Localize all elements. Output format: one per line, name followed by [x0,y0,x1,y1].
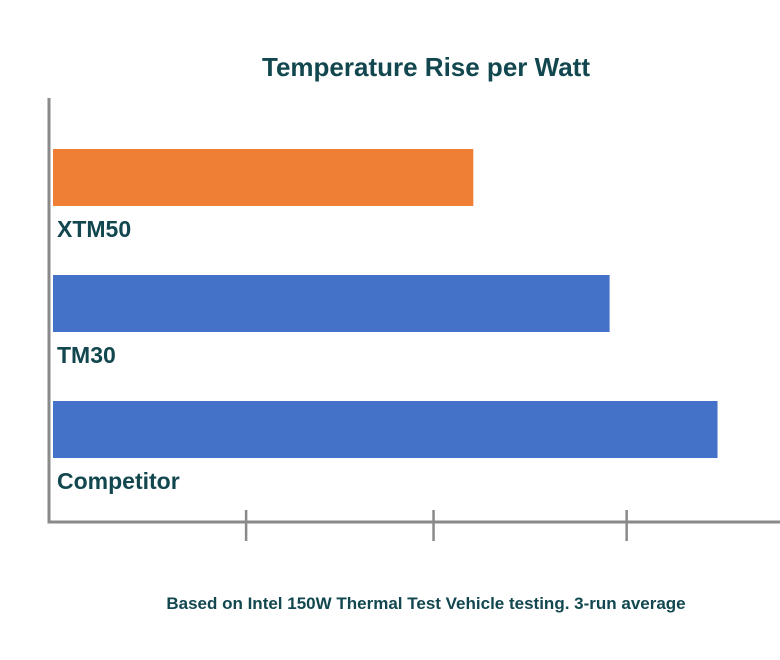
x-axis-ticks [244,510,628,541]
category-label-competitor: Competitor [57,468,180,494]
chart-footnote: Based on Intel 150W Thermal Test Vehicle… [166,594,685,613]
category-labels: XTM50 TM30 Competitor [57,216,180,494]
category-label-tm30: TM30 [57,342,116,368]
axis-frame [47,98,780,524]
bar-competitor [53,401,718,458]
bar-xtm50 [53,149,474,206]
bars-layer [53,149,718,458]
bar-tm30 [53,275,610,332]
category-label-xtm50: XTM50 [57,216,131,242]
chart-title: Temperature Rise per Watt [262,52,590,82]
